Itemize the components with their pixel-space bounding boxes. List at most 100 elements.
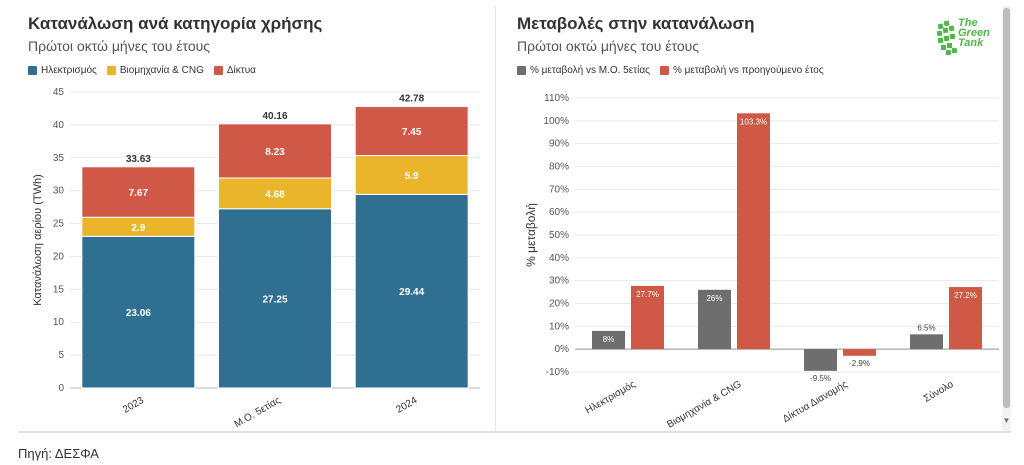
legend-swatch [28,66,37,75]
stacked-bar-chart: 0 5 10 15 20 25 30 35 40 45 Κατανάλωση αερίου (TWh… [32,87,480,430]
bar [631,285,664,350]
y-tick-label: 25 [53,219,65,230]
x-tick-label: Ηλεκτρισμός [583,378,638,416]
y-tick-label: 35 [53,153,65,164]
bar [949,287,982,350]
total-value-label: 42.78 [399,94,424,105]
bar-value-label: 8% [603,335,615,344]
left-chart-subtitle: Πρώτοι οκτώ μήνες του έτους [28,38,211,54]
scrollbar-thumb[interactable] [1003,8,1010,408]
total-value-label: 40.16 [262,111,287,122]
logo-line: Green [958,27,990,39]
bar-value-label: -9.5% [810,374,831,383]
stacked-bar-segment [218,123,332,179]
legend-item-vs-prev-year[interactable]: % μεταβολή vs προηγούμενο έτος [659,65,824,76]
segment-value-label: 4.68 [265,189,285,200]
segment-value-label: 23.06 [126,308,151,319]
legend-swatch [659,66,669,75]
stacked-bar-segment [354,106,469,157]
legend-swatch [517,66,526,75]
legend-item-networks[interactable]: Δίκτυα [213,65,256,76]
legend-label: % μεταβολή vs προηγούμενο έτος [672,65,824,76]
right-chart-subtitle: Πρώτοι οκτώ μήνες του έτους [517,38,700,54]
y-tick-label: 10 [53,317,65,328]
x-tick-label: 2023 [121,395,146,416]
x-tick-label: Δίκτυα Διανομής [781,378,850,425]
source-note: Πηγή: ΔΕΣΦΑ [18,446,99,461]
logo-line: Tank [958,37,984,49]
the-green-tank-logo: The Green Tank [936,18,992,62]
bar [843,349,876,356]
legend-label: Δίκτυα [226,65,256,76]
y-tick-label: 10% [549,321,569,332]
bar-value-label: 103.3% [740,117,767,126]
legend-item-electricity[interactable]: Ηλεκτρισμός [28,65,97,76]
y-tick-label: 5 [58,350,64,361]
bar-value-label: -2.9% [849,359,870,368]
bar [804,349,837,371]
stacked-bar-segment [218,208,332,389]
segment-value-label: 8.23 [265,147,285,158]
bar-value-label: 27.7% [636,290,659,299]
y-tick-label: 45 [53,87,65,98]
segment-value-label: 5.9 [405,171,419,182]
right-legend: % μεταβολή vs Μ.Ο. 5ετίας % μεταβολή vs … [517,65,824,76]
bar-value-label: 27.2% [954,291,977,300]
y-tick-label: 20% [549,299,569,310]
stacked-bar-segment [81,235,196,389]
y-tick-label: 30 [53,186,65,197]
scroll-down-arrow-icon[interactable]: ▼ [1002,416,1011,425]
segment-value-label: 7.67 [129,188,149,199]
legend-swatch [213,66,223,75]
x-tick-label: Μ.Ο. 5ετίας [232,394,283,430]
x-tick-label: Σύνολο [921,378,955,405]
legend-swatch [106,66,116,75]
x-tick-label: 2024 [394,395,419,416]
segment-value-label: 7.45 [402,127,422,138]
x-tick-label: Βιομηχανία & CNG [665,378,744,430]
legend-label: Ηλεκτρισμός [41,65,97,76]
legend-item-vs-5yr-avg[interactable]: % μεταβολή vs Μ.Ο. 5ετίας [517,65,650,76]
stacked-bar-panel: Κατανάλωση ανά κατηγορία χρήσης Πρώτοι ο… [18,6,496,431]
left-chart-title: Κατανάλωση ανά κατηγορία χρήσης [28,14,323,33]
y-tick-label: 70% [549,184,569,195]
y-axis-label: % μεταβολή [524,203,538,267]
bar [737,113,770,350]
legend-label: % μεταβολή vs Μ.Ο. 5ετίας [530,65,650,76]
y-tick-label: 50% [549,230,569,241]
legend-item-industry[interactable]: Βιομηχανία & CNG [106,65,204,76]
bar [698,289,731,350]
y-tick-label: 100% [543,116,569,127]
change-bar-panel: Μεταβολές στην κατανάλωση Πρώτοι οκτώ μή… [507,6,1001,431]
divider [18,431,1011,433]
y-tick-label: -10% [546,367,569,378]
bar-value-label: 26% [706,294,722,303]
bar-value-label: 6.5% [917,323,935,332]
segment-value-label: 2.9 [131,223,145,234]
bar [910,334,943,350]
y-tick-label: 20 [53,251,65,262]
segment-value-label: 29.44 [399,287,424,298]
y-tick-label: 90% [549,139,569,150]
y-axis-label: Κατανάλωση αερίου (TWh) [32,174,44,306]
left-legend: Ηλεκτρισμός Βιομηχανία & CNG Δίκτυα [28,65,256,76]
legend-label: Βιομηχανία & CNG [119,65,204,76]
stacked-bar-segment [81,166,196,218]
y-tick-label: 30% [549,276,569,287]
y-tick-label: 0% [555,344,570,355]
y-tick-label: 80% [549,162,569,173]
y-tick-label: 60% [549,207,569,218]
globe-icon [936,20,958,56]
segment-value-label: 27.25 [262,294,287,305]
logo-line: The [958,17,978,29]
y-tick-label: 40 [53,120,65,131]
stacked-bar-segment [354,155,469,195]
grouped-bar-chart: -10% 0% 10% 20% 30% 40% 50% 60% 70% 80% 90% 100% 110… [524,93,999,431]
y-tick-label: 15 [53,284,65,295]
y-tick-label: 0 [58,383,64,394]
total-value-label: 33.63 [126,154,151,165]
bar [592,330,625,350]
y-tick-label: 110% [544,93,569,104]
y-tick-label: 40% [549,253,569,264]
stacked-bar-segment [218,177,332,210]
